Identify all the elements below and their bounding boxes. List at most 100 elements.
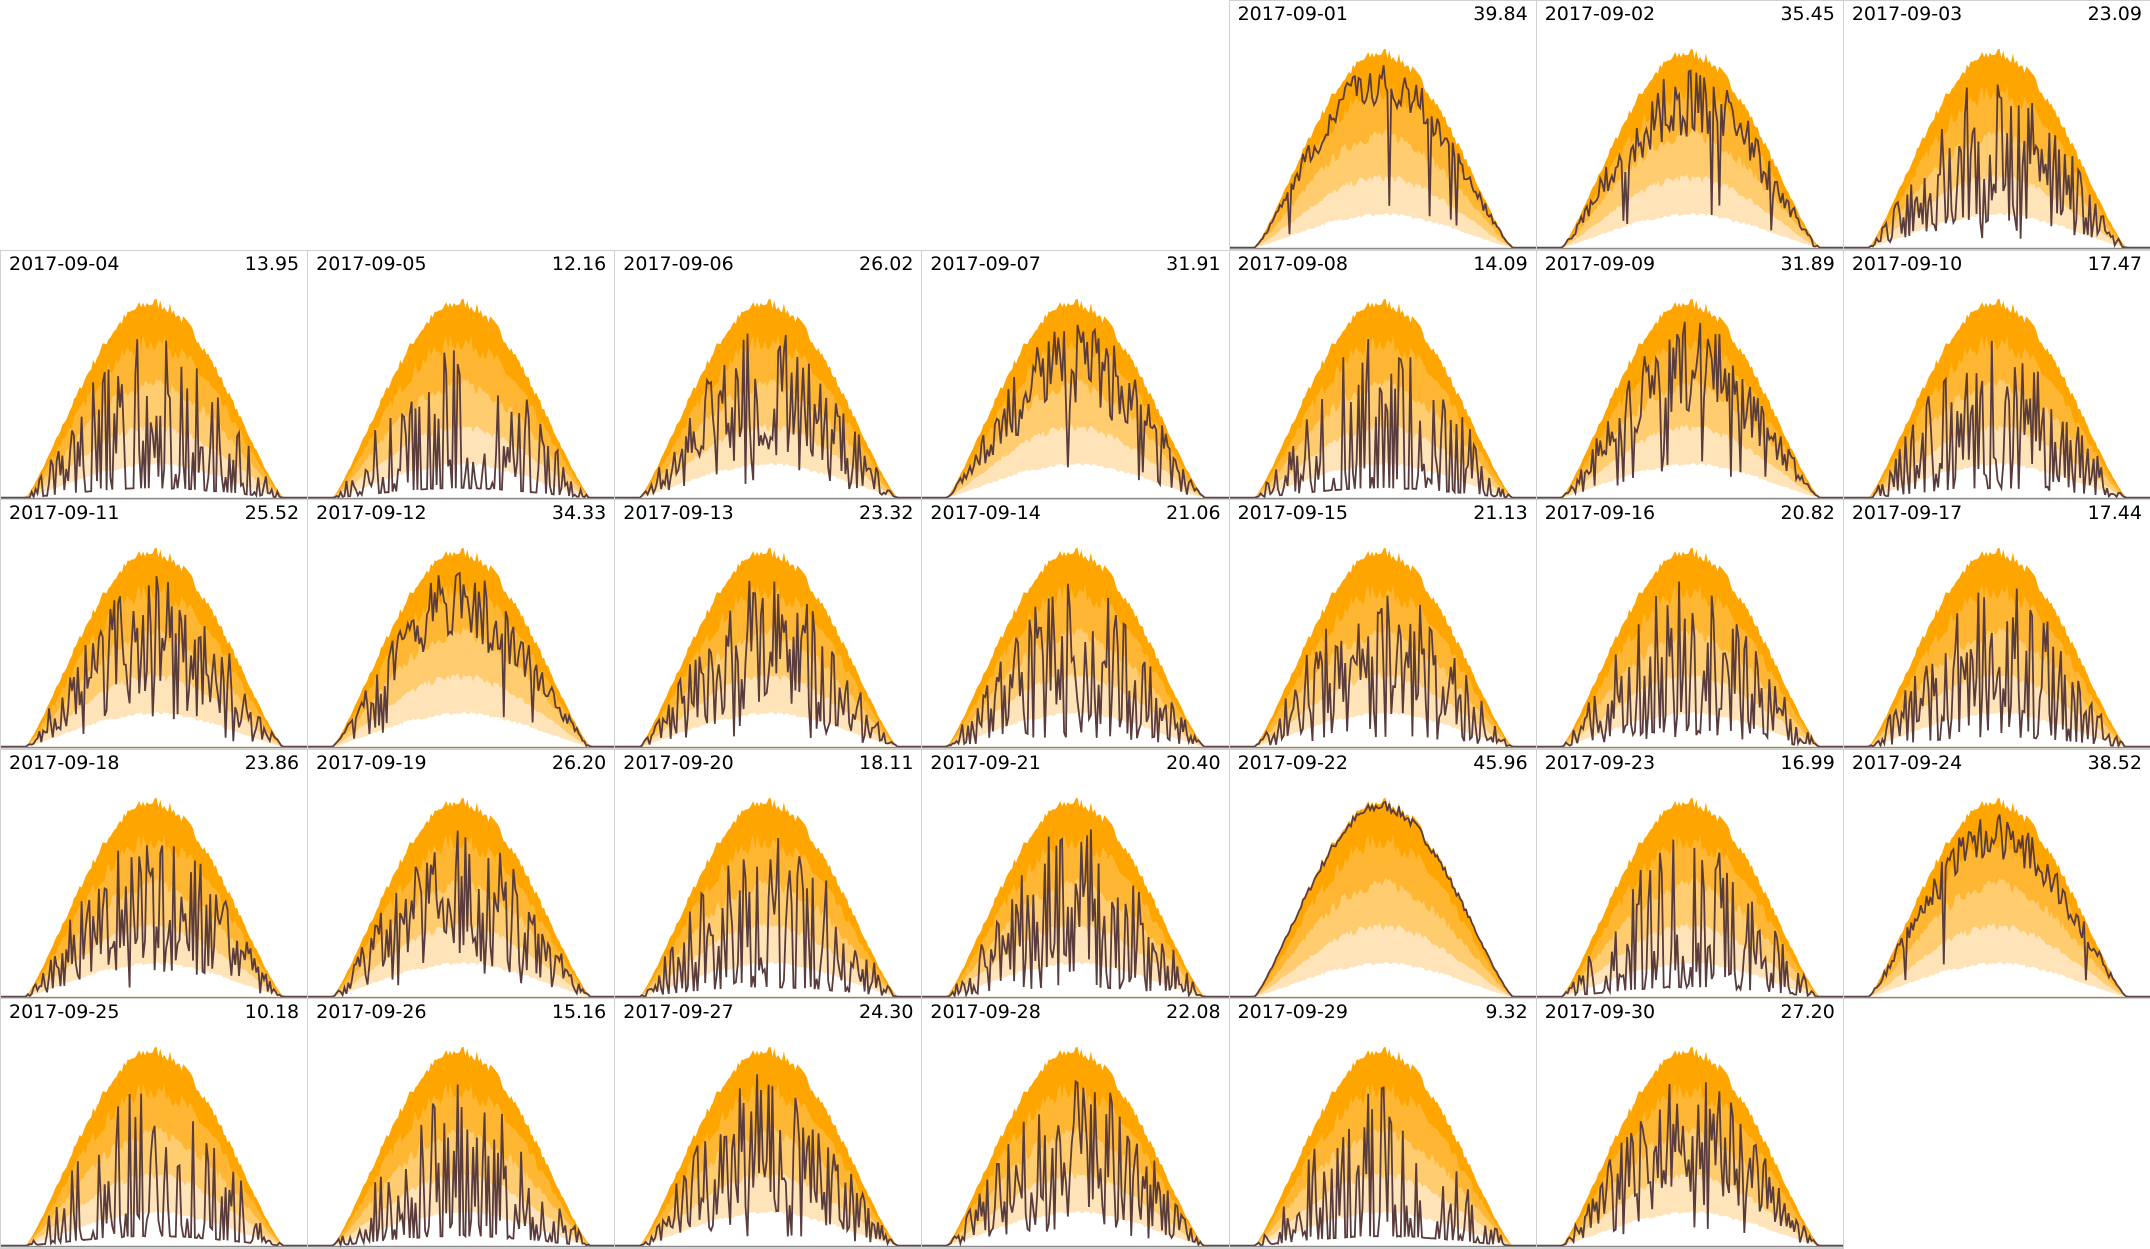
- band-inner: [615, 712, 922, 747]
- band-4: [922, 1172, 1229, 1246]
- band-inner: [308, 961, 615, 997]
- day-date-label: 2017-09-04: [9, 252, 120, 275]
- actual-output-line: [1, 576, 308, 748]
- day-panel: 2017-09-21 20.40: [921, 748, 1230, 1000]
- day-date-label: 2017-09-06: [623, 252, 734, 275]
- day-total-value: 31.89: [1780, 252, 1835, 275]
- day-total-value: 27.20: [1780, 1001, 1835, 1024]
- day-date-label: 2017-09-05: [316, 252, 427, 275]
- day-chart: [1536, 298, 1843, 499]
- day-total-value: 14.09: [1473, 252, 1528, 275]
- day-total-value: 39.84: [1473, 3, 1528, 25]
- actual-output-line: [1229, 338, 1536, 499]
- day-panel: 2017-09-04 13.95: [0, 249, 309, 501]
- day-date-label: 2017-09-27: [623, 1001, 734, 1024]
- day-total-value: 16.99: [1780, 751, 1835, 774]
- actual-output-line: [922, 829, 1229, 999]
- band-inner: [1, 961, 308, 997]
- band-4: [615, 672, 922, 747]
- day-date-label: 2017-09-09: [1544, 252, 1656, 275]
- day-chart: [1536, 48, 1843, 250]
- band-4: [308, 672, 615, 747]
- day-date-label: 2017-09-14: [930, 502, 1041, 525]
- day-panel: 2017-09-09 31.89: [1535, 249, 1844, 501]
- day-total-value: 23.32: [859, 502, 914, 525]
- actual-output-line: [1229, 800, 1536, 998]
- actual-output-line: [1843, 814, 2150, 998]
- day-date-label: 2017-09-17: [1851, 502, 1963, 525]
- band-4: [615, 423, 922, 498]
- day-total-value: 17.47: [2087, 252, 2142, 275]
- day-panel: 2017-09-22 45.96: [1228, 748, 1537, 1000]
- day-date-label: 2017-09-18: [9, 751, 120, 774]
- band-inner: [615, 462, 922, 498]
- day-date-label: 2017-09-25: [9, 1001, 120, 1024]
- day-panel: 2017-09-03 23.09: [1842, 0, 2150, 251]
- day-panel: 2017-09-01 39.84: [1228, 0, 1537, 251]
- day-total-value: 17.44: [2087, 502, 2142, 525]
- day-date-label: 2017-09-19: [316, 751, 427, 774]
- band-4: [615, 1172, 922, 1246]
- band-4: [922, 423, 1229, 498]
- day-chart: [615, 298, 922, 499]
- band-4: [1229, 672, 1536, 747]
- day-date-label: 2017-09-26: [316, 1001, 427, 1024]
- band-4: [1536, 173, 1843, 248]
- day-chart: [1, 298, 308, 500]
- day-date-label: 2017-09-02: [1544, 3, 1656, 25]
- day-panel: 2017-09-13 23.32: [614, 499, 923, 750]
- day-chart: [1843, 48, 2150, 250]
- day-total-value: 22.08: [1166, 1001, 1221, 1024]
- actual-output-line: [1536, 1082, 1843, 1247]
- band-inner: [1229, 961, 1536, 997]
- day-panel: 2017-09-25 10.18: [0, 998, 309, 1249]
- band-inner: [1536, 1211, 1843, 1246]
- band-4: [1843, 672, 2150, 747]
- actual-output-line: [922, 583, 1229, 748]
- day-chart: [1229, 298, 1536, 499]
- band-inner: [308, 712, 615, 747]
- day-date-label: 2017-09-01: [1237, 3, 1348, 25]
- actual-output-line: [1536, 581, 1843, 748]
- day-chart: [1843, 298, 2150, 499]
- day-panel: 2017-09-19 26.20: [307, 748, 616, 1000]
- day-total-value: 15.16: [551, 1001, 607, 1024]
- actual-output-line: [1843, 588, 2150, 749]
- day-chart: [922, 797, 1229, 999]
- day-total-value: 21.13: [1473, 502, 1528, 525]
- day-chart: [1229, 797, 1536, 999]
- day-date-label: 2017-09-12: [316, 502, 427, 525]
- band-4: [1, 672, 308, 747]
- day-chart: [1229, 1047, 1536, 1248]
- day-total-value: 31.91: [1166, 252, 1221, 275]
- band-inner: [615, 1211, 922, 1246]
- actual-output-line: [1, 845, 308, 998]
- day-panel: 2017-09-10 17.47: [1842, 249, 2150, 501]
- day-date-label: 2017-09-21: [930, 751, 1041, 774]
- day-chart: [922, 298, 1229, 499]
- band-inner: [922, 1211, 1229, 1246]
- actual-output-line: [1536, 839, 1843, 998]
- day-chart: [615, 797, 922, 999]
- day-date-label: 2017-09-03: [1851, 3, 1963, 25]
- actual-output-line: [1536, 69, 1843, 249]
- day-total-value: 9.32: [1485, 1001, 1528, 1024]
- day-panel: 2017-09-14 21.06: [921, 499, 1230, 750]
- day-chart: [1843, 547, 2150, 749]
- day-panel: 2017-09-28 22.08: [921, 998, 1230, 1249]
- day-total-value: 35.45: [1780, 3, 1835, 25]
- day-panel: 2017-09-15 21.13: [1228, 499, 1537, 750]
- day-total-value: 25.52: [244, 502, 300, 525]
- actual-output-line: [615, 581, 922, 748]
- day-total-value: 12.16: [551, 252, 607, 275]
- day-panel: 2017-09-11 25.52: [0, 499, 309, 750]
- band-inner: [1, 712, 308, 747]
- day-chart: [615, 1047, 922, 1248]
- day-panel: 2017-09-06 26.02: [614, 249, 923, 501]
- day-chart: [1536, 797, 1843, 999]
- actual-output-line: [615, 333, 922, 499]
- actual-output-line: [308, 349, 615, 499]
- day-date-label: 2017-09-11: [9, 502, 120, 525]
- day-chart: [308, 298, 615, 499]
- actual-output-line: [1229, 1086, 1536, 1247]
